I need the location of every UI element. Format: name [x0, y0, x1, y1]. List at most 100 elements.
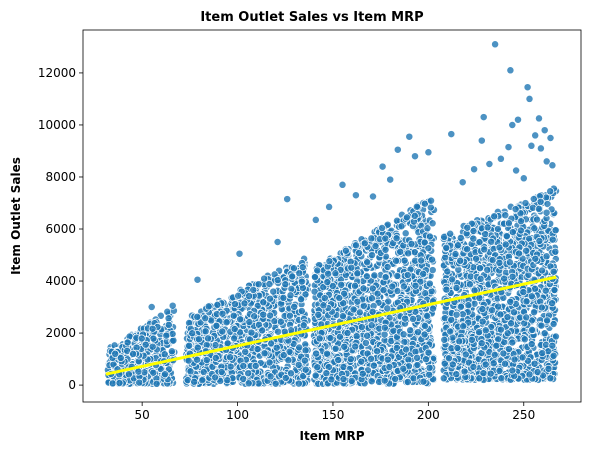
- data-point: [362, 272, 371, 281]
- data-point: [495, 258, 504, 267]
- data-point: [549, 320, 558, 328]
- data-point: [536, 144, 545, 153]
- data-point: [250, 312, 259, 321]
- data-point: [163, 307, 172, 316]
- data-point: [323, 349, 331, 358]
- data-point: [452, 370, 461, 379]
- data-point: [483, 223, 492, 232]
- data-point: [211, 373, 220, 382]
- data-point: [424, 148, 433, 157]
- data-point: [546, 134, 555, 142]
- data-point: [367, 377, 376, 386]
- data-point: [393, 145, 402, 154]
- data-point: [188, 329, 197, 338]
- data-point: [319, 301, 328, 310]
- data-point: [406, 326, 415, 335]
- data-point: [546, 187, 555, 196]
- data-point: [489, 359, 498, 368]
- data-point: [505, 258, 514, 267]
- data-point: [519, 174, 528, 183]
- data-point: [230, 325, 239, 334]
- data-point: [213, 300, 222, 309]
- data-point: [481, 360, 490, 369]
- data-point: [367, 321, 376, 330]
- data-point: [212, 321, 221, 330]
- points-layer: [103, 40, 561, 388]
- y-tick-label: 12000: [38, 66, 76, 80]
- data-point: [380, 376, 389, 385]
- data-point: [331, 269, 340, 278]
- data-point: [493, 225, 502, 233]
- data-point: [311, 273, 319, 282]
- data-point: [313, 266, 322, 275]
- data-point: [469, 234, 478, 243]
- data-point: [456, 302, 465, 311]
- data-point: [470, 165, 479, 174]
- data-point: [404, 355, 413, 364]
- x-tick-label: 250: [512, 408, 535, 422]
- data-point: [521, 199, 530, 208]
- data-point: [413, 353, 422, 362]
- data-point: [446, 229, 455, 238]
- data-point: [325, 202, 334, 211]
- data-point: [446, 327, 455, 336]
- x-tick-label: 200: [417, 408, 440, 422]
- data-point: [459, 322, 468, 331]
- data-point: [245, 318, 254, 327]
- data-point: [467, 335, 476, 344]
- data-point: [353, 269, 362, 278]
- data-point: [359, 301, 368, 310]
- data-point: [371, 242, 380, 251]
- data-point: [527, 141, 536, 150]
- data-point: [494, 335, 503, 344]
- data-point: [478, 317, 487, 326]
- data-point: [276, 317, 285, 326]
- data-point: [481, 230, 490, 239]
- y-tick-label: 10000: [38, 118, 76, 132]
- data-point: [129, 349, 138, 358]
- data-point: [480, 245, 489, 254]
- data-point: [351, 281, 359, 290]
- data-point: [186, 367, 195, 376]
- data-point: [392, 234, 401, 243]
- data-point: [411, 281, 420, 290]
- data-point: [326, 334, 335, 342]
- data-point: [229, 311, 238, 320]
- data-point: [241, 347, 250, 356]
- data-point: [363, 258, 372, 267]
- data-point: [340, 342, 349, 351]
- data-point: [265, 280, 274, 289]
- data-point: [167, 347, 176, 356]
- data-point: [211, 353, 220, 362]
- data-point: [148, 342, 157, 351]
- data-point: [367, 234, 376, 243]
- data-point: [381, 245, 390, 254]
- data-point: [359, 284, 368, 293]
- data-point: [358, 369, 367, 378]
- data-point: [260, 274, 269, 283]
- data-point: [373, 347, 382, 356]
- data-point: [357, 357, 366, 366]
- data-point: [504, 143, 513, 152]
- data-point: [147, 303, 156, 311]
- data-point: [266, 294, 274, 303]
- data-point: [266, 311, 275, 320]
- data-point: [367, 294, 376, 303]
- x-axis-label: Item MRP: [300, 429, 365, 443]
- data-point: [424, 348, 433, 357]
- data-point: [254, 280, 263, 289]
- data-point: [496, 310, 505, 319]
- data-point: [245, 292, 254, 301]
- data-point: [528, 325, 536, 334]
- data-point: [425, 370, 434, 379]
- data-point: [465, 280, 474, 289]
- data-point: [551, 226, 560, 235]
- data-point: [386, 175, 395, 184]
- data-point: [315, 334, 324, 343]
- data-point: [548, 299, 557, 308]
- data-point: [423, 224, 432, 233]
- data-point: [279, 293, 288, 302]
- data-point: [544, 364, 553, 373]
- data-point: [324, 269, 333, 278]
